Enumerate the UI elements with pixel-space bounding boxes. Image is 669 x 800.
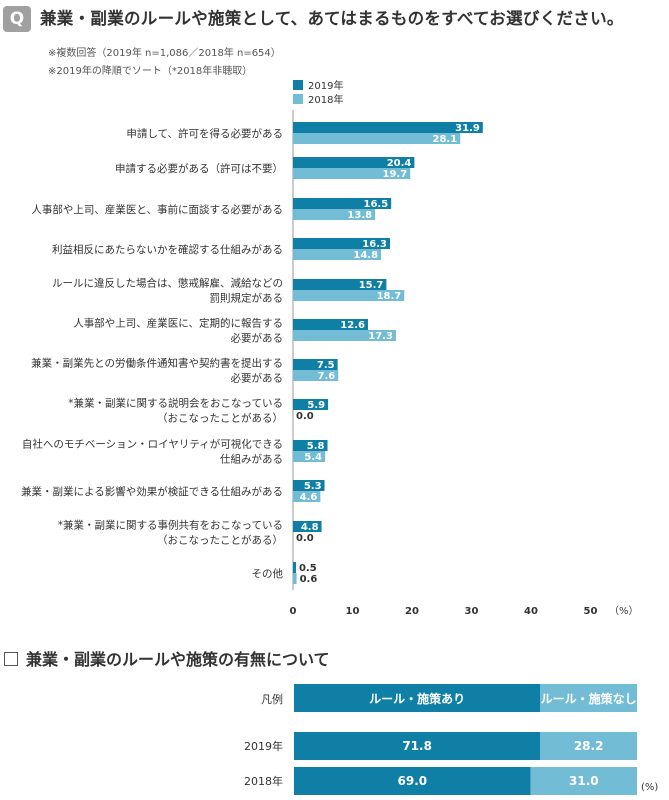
value-label-2019: 5.8: [307, 441, 325, 452]
bar-2019: [293, 198, 392, 209]
bar-2019: [293, 562, 296, 573]
value-label-2019: 16.3: [362, 239, 387, 250]
bar-2019: [293, 238, 390, 249]
bar-2018: [293, 168, 411, 179]
x-tick-label: 30: [465, 606, 479, 617]
bar-2018: [293, 451, 326, 462]
value-label-2018: 13.8: [347, 210, 372, 221]
stacked-value-without-rules: 28.2: [574, 739, 604, 753]
bar-2019: [293, 319, 368, 330]
value-label-2019: 4.8: [301, 522, 319, 533]
value-label-2018: 5.4: [304, 452, 322, 463]
value-label-2019: 7.5: [317, 360, 335, 371]
stacked-bar-with-rules: [294, 767, 531, 795]
category-label: 申請する必要がある（許可は不要）: [115, 162, 283, 175]
checkbox-square-icon: [4, 652, 18, 666]
value-label-2018: 28.1: [433, 134, 458, 145]
category-label: 必要がある: [231, 332, 284, 345]
bar-2019: [293, 279, 387, 290]
sort-note: ※2019年の降順でソート（*2018年非聴取）: [48, 66, 253, 77]
category-label: その他: [252, 567, 284, 580]
bar-2019: [293, 521, 322, 532]
legend-label-with-rules: ルール・施策あり: [369, 691, 465, 706]
legend-label-2018: 2018年: [308, 93, 343, 106]
question-badge: Q: [3, 6, 31, 32]
bar-2018: [293, 370, 339, 381]
bar-2018: [293, 330, 396, 341]
sample-note: ※複数回答（2019年 n=1,086／2018年 n=654）: [48, 48, 281, 59]
value-label-2018: 0.6: [300, 574, 318, 585]
bar-2019: [293, 399, 329, 410]
legend-bar-without-rules: [540, 684, 637, 712]
stacked-bar-with-rules: [294, 732, 541, 760]
category-label: 必要がある: [231, 372, 284, 385]
category-label: 自社へのモチベーション・ロイヤリティが可視化できる: [22, 438, 283, 451]
bar-2018: [293, 573, 297, 584]
value-label-2018: 19.7: [383, 169, 408, 180]
value-label-2018: 17.3: [368, 331, 393, 342]
bar-2018: [293, 290, 405, 301]
legend-label-without-rules: ルール・施策なし: [541, 691, 637, 706]
stacked-bar-without-rules: [540, 732, 637, 760]
x-tick-label: 50: [584, 606, 598, 617]
value-label-2018: 0.0: [296, 533, 314, 544]
legend-swatch-2019: [293, 80, 303, 90]
value-label-2018: 18.7: [377, 291, 402, 302]
x-axis-unit: （%）: [609, 605, 639, 617]
bar-2018: [293, 133, 461, 144]
value-label-2019: 5.3: [304, 481, 322, 492]
stacked-value-with-rules: 69.0: [398, 774, 428, 788]
bar-2019: [293, 122, 483, 133]
category-label: （おこなったことがある）: [157, 534, 283, 547]
value-label-2019: 16.5: [363, 199, 388, 210]
legend-bar-with-rules: [294, 684, 541, 712]
category-label: 兼業・副業先との労働条件通知書や契約書を提出する: [31, 357, 283, 370]
category-label: 仕組みがある: [220, 453, 283, 466]
bar-2019: [293, 157, 415, 168]
category-label: 罰則規定がある: [210, 292, 284, 305]
value-label-2019: 12.6: [340, 320, 365, 331]
value-label-2018: 7.6: [318, 371, 336, 382]
category-label: ルールに違反した場合は、懲戒解雇、減給などの: [52, 277, 283, 290]
value-label-2019: 0.5: [299, 563, 317, 574]
x-tick-label: 40: [524, 606, 538, 617]
value-label-2019: 15.7: [359, 280, 384, 291]
bar-2018: [293, 209, 376, 220]
category-label: 兼業・副業による影響や効果が検証できる仕組みがある: [21, 485, 283, 498]
category-label: 申請して、許可を得る必要がある: [126, 127, 283, 140]
stacked-value-without-rules: 31.0: [569, 774, 599, 788]
category-label: 人事部や上司、産業医に、定期的に報告する: [73, 317, 283, 330]
percent-unit: (%): [641, 782, 658, 793]
value-label-2018: 14.8: [353, 250, 378, 261]
section-title: 兼業・副業のルールや施策の有無について: [4, 646, 330, 670]
question-title: 兼業・副業のルールや施策として、あてはまるものをすべてお選びください。: [40, 9, 624, 28]
bar-2019: [293, 480, 325, 491]
year-label: 2018年: [244, 774, 283, 788]
section-title-text: 兼業・副業のルールや施策の有無について: [26, 650, 330, 669]
legend-title: 凡例: [261, 692, 283, 706]
category-label: 利益相反にあたらないかを確認する仕組みがある: [52, 243, 283, 256]
bar-2019: [293, 359, 338, 370]
year-label: 2019年: [244, 739, 283, 753]
bar-2018: [293, 249, 382, 260]
value-label-2019: 5.9: [307, 400, 325, 411]
category-label: 人事部や上司、産業医と、事前に面談する必要がある: [31, 203, 283, 216]
value-label-2018: 0.0: [296, 411, 314, 422]
value-label-2019: 20.4: [387, 158, 412, 169]
x-tick-label: 0: [290, 606, 297, 617]
legend-swatch-2018: [293, 94, 303, 104]
bar-2018: [293, 491, 321, 502]
category-label: *兼業・副業に関する事例共有をおこなっている: [58, 519, 283, 532]
category-label: （おこなったことがある）: [157, 412, 283, 425]
value-label-2018: 4.6: [300, 492, 318, 503]
bar-2019: [293, 440, 328, 451]
x-tick-label: 20: [405, 606, 419, 617]
category-label: *兼業・副業に関する説明会をおこなっている: [68, 397, 283, 410]
stacked-bar-without-rules: [530, 767, 637, 795]
value-label-2019: 31.9: [455, 123, 480, 134]
stacked-value-with-rules: 71.8: [402, 739, 432, 753]
x-tick-label: 10: [346, 606, 360, 617]
legend-label-2019: 2019年: [308, 79, 343, 92]
